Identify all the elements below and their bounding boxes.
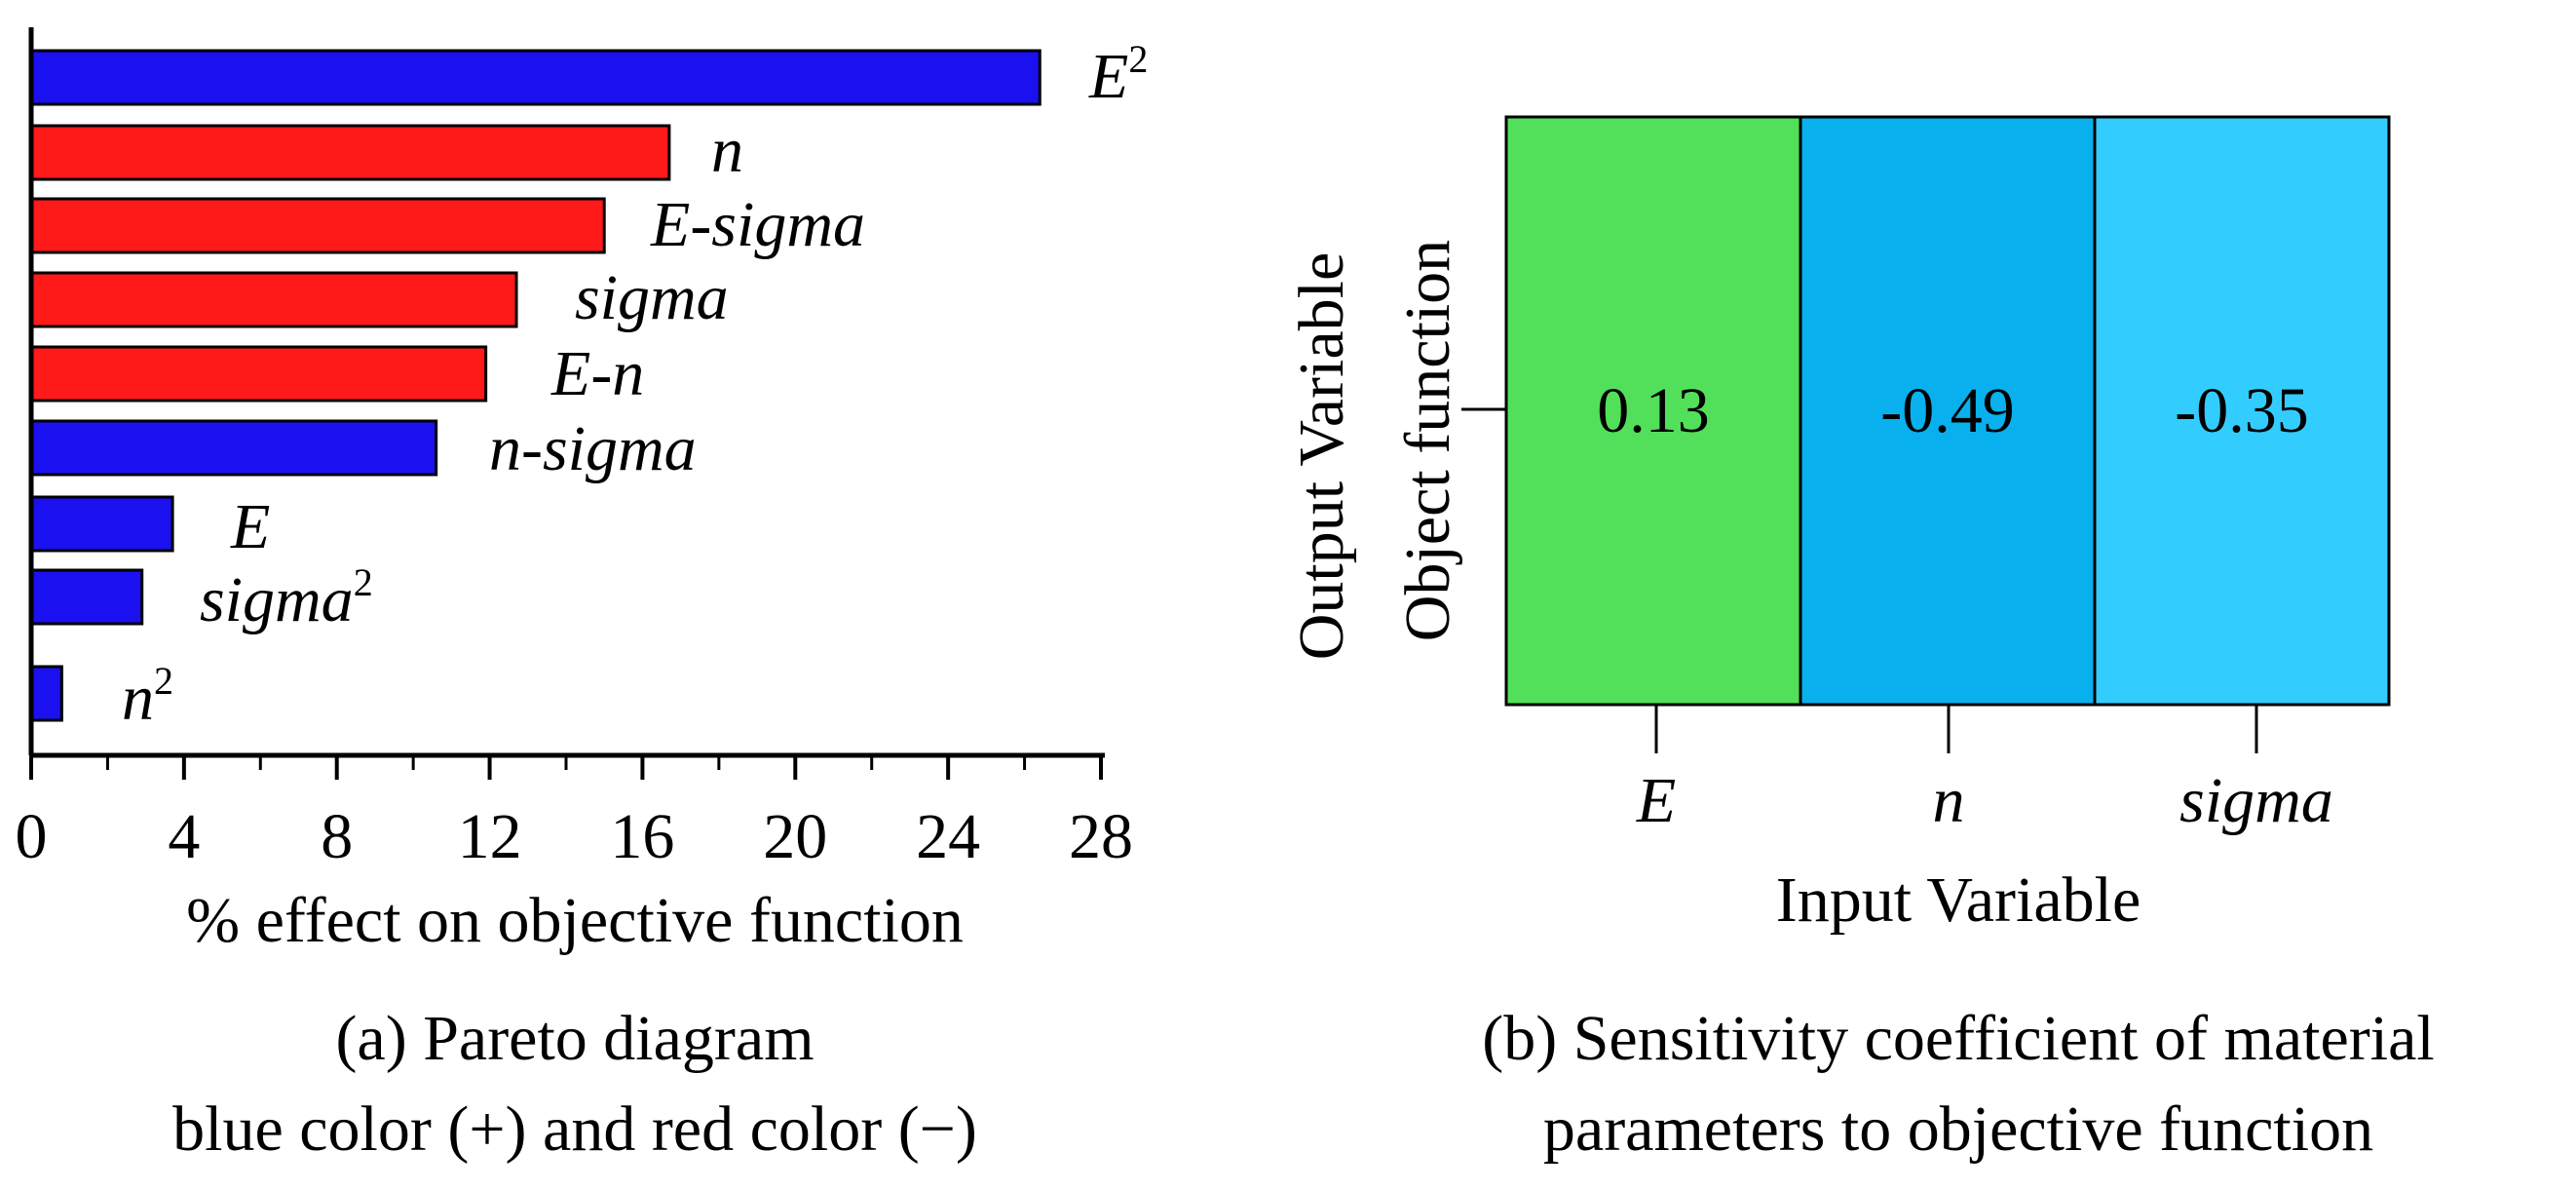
- pareto-x-tick-label: 8: [321, 801, 353, 872]
- heatmap-cell: [1799, 115, 2097, 707]
- heatmap-x-tick-label: sigma: [2179, 765, 2333, 836]
- pareto-bar-label: n: [711, 115, 743, 186]
- heatmap-cells: 0.13 -0.49 -0.35: [1504, 115, 2391, 707]
- pareto-bar: [29, 197, 606, 254]
- pareto-bar-label: E: [230, 491, 270, 562]
- pareto-x-tick-label: 12: [458, 801, 522, 872]
- pareto-bar: [29, 124, 671, 181]
- heatmap-caption-line1: (b) Sensitivity coefficient of material: [1482, 1003, 2434, 1074]
- pareto-bar: [29, 345, 488, 403]
- heatmap-cell-value: 0.13: [1597, 375, 1710, 446]
- pareto-x-tick-label: 4: [168, 801, 200, 872]
- pareto-x-tick-label: 24: [916, 801, 980, 872]
- pareto-x-tick-label: 16: [610, 801, 674, 872]
- pareto-bar-label: sigma2: [200, 560, 373, 635]
- heatmap-y-axis-label: Output Variable: [1286, 252, 1357, 661]
- pareto-bar: [29, 495, 174, 553]
- pareto-bar: [29, 419, 438, 477]
- pareto-bars: [29, 49, 1042, 722]
- heatmap-cell: [2093, 115, 2391, 707]
- heatmap-x-tick-label: E: [1636, 765, 1676, 836]
- pareto-bar-label: E-sigma: [650, 189, 865, 260]
- pareto-x-ticks: 0 4 8 12 16 20 24 28: [16, 755, 1133, 872]
- pareto-bar-label: E-n: [550, 338, 644, 409]
- heatmap-y-category-label: Object function: [1392, 240, 1463, 641]
- heatmap-cell-value: -0.49: [1880, 375, 2014, 446]
- heatmap-x-tick-label: n: [1933, 765, 1965, 836]
- pareto-caption-line1: (a) Pareto diagram: [335, 1003, 814, 1074]
- pareto-bar: [29, 665, 63, 722]
- pareto-bar: [29, 271, 518, 328]
- heatmap-cell-value: -0.35: [2175, 375, 2308, 446]
- pareto-bar: [29, 568, 144, 626]
- heatmap-x-axis-label: Input Variable: [1776, 864, 2141, 936]
- pareto-x-tick-label: 28: [1069, 801, 1133, 872]
- heatmap-caption-line2: parameters to objective function: [1543, 1094, 2373, 1165]
- pareto-bar-label: n-sigma: [489, 413, 697, 484]
- pareto-bar: [29, 49, 1042, 106]
- heatmap-cell: [1504, 115, 1802, 707]
- pareto-bar-label: sigma: [575, 262, 729, 333]
- pareto-x-axis-label: % effect on objective function: [186, 885, 964, 956]
- pareto-x-tick-label: 0: [16, 801, 48, 872]
- pareto-bar-label: n2: [122, 659, 173, 734]
- pareto-x-tick-label: 20: [763, 801, 827, 872]
- pareto-bar-label: E2: [1088, 37, 1148, 112]
- pareto-caption-line2: blue color (+) and red color (−): [172, 1094, 977, 1165]
